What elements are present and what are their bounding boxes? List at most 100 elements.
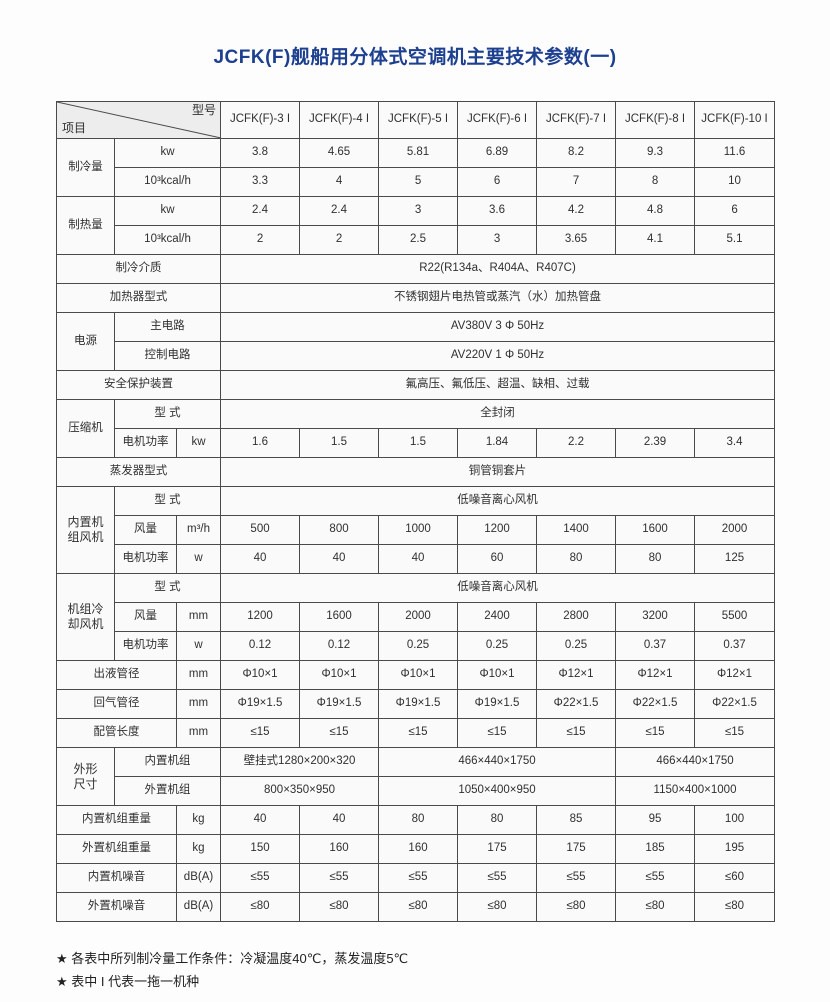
model-header-4: JCFK(F)-6 I xyxy=(457,101,538,139)
table-cell: 4.1 xyxy=(615,225,696,255)
table-cell: Φ12×1 xyxy=(615,660,696,690)
table-cell: 100 xyxy=(694,805,776,835)
table-cell: 5500 xyxy=(694,602,776,632)
table-cell: ≤15 xyxy=(694,718,776,748)
label-gas-pipe: 回气管径 xyxy=(56,689,177,719)
table-cell: 6 xyxy=(694,196,776,226)
spec-table: 项目 型号 JCFK(F)-3 I JCFK(F)-4 I JCFK(F)-5 … xyxy=(55,101,776,922)
table-cell: 9.3 xyxy=(615,138,696,168)
label-cooling-fan-line2: 却风机 xyxy=(67,617,104,631)
footnotes: ★ 各表中所列制冷量工作条件：冷凝温度40℃，蒸发温度5℃ ★ 表中 I 代表一… xyxy=(56,948,756,994)
table-cell: ≤15 xyxy=(615,718,696,748)
model-header-6: JCFK(F)-8 I xyxy=(615,101,696,139)
table-cell: 40 xyxy=(299,805,380,835)
table-cell: 80 xyxy=(536,544,617,574)
outdoor-weight-row: 外置机组重量 kg 150 160 160 175 175 185 195 xyxy=(56,834,776,864)
evaporator-type-row: 蒸发器型式 铜管铜套片 xyxy=(55,457,776,487)
label-cooling-capacity: 制冷量 xyxy=(56,138,115,197)
label-dimension: 外形 尺寸 xyxy=(56,747,115,806)
label-liquid-pipe: 出液管径 xyxy=(56,660,177,690)
table-cell: 8 xyxy=(615,167,696,197)
table-cell: 0.25 xyxy=(457,631,538,661)
table-cell: 壁挂式1280×200×320 xyxy=(220,747,380,777)
table-cell: ≤80 xyxy=(694,892,776,922)
refrigerant-value: R22(R134a、R404A、R407C) xyxy=(220,254,776,284)
table-cell: 2 xyxy=(299,225,380,255)
table-cell: 80 xyxy=(378,805,459,835)
table-cell: 800×350×950 xyxy=(220,776,380,806)
table-cell: 1000 xyxy=(378,515,459,545)
outdoor-noise-row: 外置机噪音 dB(A) ≤80 ≤80 ≤80 ≤80 ≤80 ≤80 ≤80 xyxy=(56,892,776,922)
table-cell: 2.2 xyxy=(536,428,617,458)
table-cell: 3.65 xyxy=(536,225,617,255)
table-cell: 0.37 xyxy=(694,631,776,661)
table-cell: ≤60 xyxy=(694,863,776,893)
table-cell: Φ22×1.5 xyxy=(694,689,776,719)
table-cell: 1150×400×1000 xyxy=(615,776,776,806)
table-cell: 3 xyxy=(378,196,459,226)
label-indoor-noise: 内置机噪音 xyxy=(56,863,177,893)
spec-table-container: 项目 型号 JCFK(F)-3 I JCFK(F)-4 I JCFK(F)-5 … xyxy=(55,101,776,922)
table-cell: 3.6 xyxy=(457,196,538,226)
table-cell: 0.12 xyxy=(220,631,301,661)
table-cell: ≤80 xyxy=(220,892,301,922)
unit-kg: kg xyxy=(175,834,222,864)
unit-db: dB(A) xyxy=(175,892,222,922)
label-indoor-fan-line1: 内置机 xyxy=(67,515,104,529)
indoor-fan-type-value: 低噪音离心风机 xyxy=(220,486,776,516)
heater-type-row: 加热器型式 不锈钢翅片电热管或蒸汽（水）加热管盘 xyxy=(55,283,776,313)
pipe-length-row: 配管长度 mm ≤15 ≤15 ≤15 ≤15 ≤15 ≤15 ≤15 xyxy=(56,718,776,748)
liquid-pipe-row: 出液管径 mm Φ10×1 Φ10×1 Φ10×1 Φ10×1 Φ12×1 Φ1… xyxy=(56,660,776,690)
cooling-fan-motor-row: 电机功率 w 0.12 0.12 0.25 0.25 0.25 0.37 0.3… xyxy=(57,631,776,661)
label-motor-power: 电机功率 xyxy=(114,428,177,458)
footnote-1: ★ 各表中所列制冷量工作条件：冷凝温度40℃，蒸发温度5℃ xyxy=(56,951,409,966)
compressor-motor-row: 电机功率 kw 1.6 1.5 1.5 1.84 2.2 2.39 3.4 xyxy=(57,428,776,458)
unit-kcal: 10³kcal/h xyxy=(113,225,222,255)
table-cell: 1050×400×950 xyxy=(378,776,617,806)
unit-db: dB(A) xyxy=(175,863,222,893)
control-circuit-row: 控制电路 AV220V 1 Φ 50Hz xyxy=(57,341,776,371)
cooling-fan-type-row: 机组冷 却风机 型 式 低噪音离心风机 xyxy=(56,573,776,661)
compressor-type-value: 全封闭 xyxy=(220,399,776,429)
table-cell: 2800 xyxy=(536,602,617,632)
label-cooling-fan: 机组冷 却风机 xyxy=(56,573,115,661)
table-cell: 2.4 xyxy=(220,196,301,226)
safety-device-row: 安全保护装置 氟高压、氟低压、超温、缺相、过载 xyxy=(55,370,776,400)
table-cell: 10 xyxy=(694,167,776,197)
cooling-capacity-kcal-row: 10³kcal/h 3.3 4 5 6 7 8 10 xyxy=(57,167,776,197)
table-cell: 4.65 xyxy=(299,138,380,168)
table-cell: 3.3 xyxy=(220,167,301,197)
label-pipe-length: 配管长度 xyxy=(56,718,177,748)
table-cell: Φ19×1.5 xyxy=(457,689,538,719)
table-cell: 466×440×1750 xyxy=(378,747,617,777)
table-cell: 500 xyxy=(220,515,301,545)
label-indoor-fan-type: 型 式 xyxy=(113,486,222,516)
table-cell: 5.81 xyxy=(378,138,459,168)
table-cell: 2400 xyxy=(457,602,538,632)
table-cell: 11.6 xyxy=(694,138,776,168)
unit-kw: kw xyxy=(113,196,222,226)
model-header-7: JCFK(F)-10 I xyxy=(694,101,776,139)
table-cell: 0.37 xyxy=(615,631,696,661)
corner-col-label: 型号 xyxy=(192,103,217,117)
table-cell: 6 xyxy=(457,167,538,197)
refrigerant-row: 制冷介质 R22(R134a、R404A、R407C) xyxy=(55,254,776,284)
table-cell: Φ12×1 xyxy=(694,660,776,690)
label-dimension-line1: 外形 xyxy=(73,761,98,776)
table-cell: ≤80 xyxy=(299,892,380,922)
table-cell: ≤55 xyxy=(457,863,538,893)
table-cell: 3.8 xyxy=(220,138,301,168)
gas-pipe-row: 回气管径 mm Φ19×1.5 Φ19×1.5 Φ19×1.5 Φ19×1.5 … xyxy=(56,689,776,719)
table-cell: ≤55 xyxy=(536,863,617,893)
table-cell: 1.5 xyxy=(299,428,380,458)
table-cell: 85 xyxy=(536,805,617,835)
label-indoor-weight: 内置机组重量 xyxy=(56,805,177,835)
table-cell: Φ22×1.5 xyxy=(615,689,696,719)
unit-mm: mm xyxy=(175,718,222,748)
label-motor-power: 电机功率 xyxy=(114,631,177,661)
table-cell: 1200 xyxy=(220,602,301,632)
table-cell: ≤80 xyxy=(536,892,617,922)
unit-kw: kw xyxy=(175,428,222,458)
table-cell: 3200 xyxy=(615,602,696,632)
label-power-supply: 电源 xyxy=(56,312,115,371)
